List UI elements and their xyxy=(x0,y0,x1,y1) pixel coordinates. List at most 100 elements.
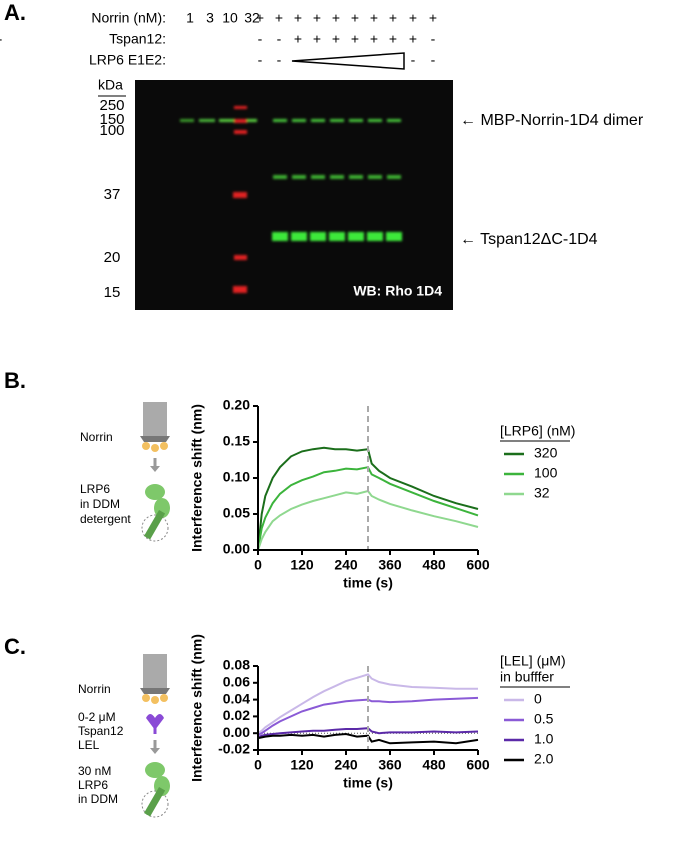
legend-label: 0 xyxy=(534,691,542,707)
row-cell: - xyxy=(0,31,3,47)
kda-label: 150 xyxy=(99,111,124,128)
row-cell: - xyxy=(431,52,436,68)
schematic-label: LRP6 xyxy=(78,778,108,792)
legend-title: in bufffer xyxy=(500,669,554,685)
legend-label: 1.0 xyxy=(534,731,554,747)
x-tick-label: 120 xyxy=(290,757,314,773)
legend-title: [LRP6] (nM) xyxy=(500,423,575,439)
blot-bands xyxy=(180,106,402,293)
row-cell: + xyxy=(351,31,359,47)
x-axis-label: time (s) xyxy=(343,775,393,791)
row-cell: - xyxy=(411,52,416,68)
schematic-label: in DDM xyxy=(78,792,118,806)
schematic-label: LEL xyxy=(78,738,100,752)
row-cell: - xyxy=(277,52,282,68)
y-tick-label: 0.02 xyxy=(223,707,250,723)
row-cell: + xyxy=(370,10,378,26)
kda-title: kDa xyxy=(98,77,123,93)
kda-label: 15 xyxy=(104,284,121,301)
schematic-label: detergent xyxy=(80,512,131,526)
x-tick-label: 120 xyxy=(290,557,314,573)
row-cell: + xyxy=(429,10,437,26)
row-cell: + xyxy=(275,10,283,26)
kda-label: 100 xyxy=(99,122,124,139)
data-line xyxy=(257,696,479,736)
x-tick-label: 0 xyxy=(254,557,262,573)
y-tick-label: -0.02 xyxy=(218,741,250,757)
y-tick-label: 0.08 xyxy=(223,657,250,673)
row-cell: + xyxy=(389,10,397,26)
gradient-triangle xyxy=(291,52,405,70)
row-cell: 1 xyxy=(186,10,194,26)
blot-label: WB: Rho 1D4 xyxy=(353,283,442,299)
legend-label: 320 xyxy=(534,445,558,461)
row-label: LRP6 E1E2: xyxy=(89,52,166,68)
data-line xyxy=(257,673,478,735)
y-axis-label: Interference shift (nm) xyxy=(189,634,205,782)
y-tick-label: 0.06 xyxy=(223,674,250,690)
data-line xyxy=(257,446,479,551)
y-axis-label: Interference shift (nm) xyxy=(189,404,205,552)
x-tick-label: 600 xyxy=(466,757,490,773)
row-cell: + xyxy=(313,10,321,26)
blot xyxy=(135,80,453,310)
schematic-c xyxy=(140,654,170,818)
y-tick-label: 0.00 xyxy=(223,724,250,740)
x-tick-label: 360 xyxy=(378,557,402,573)
legend-label: 100 xyxy=(534,465,558,481)
data-line xyxy=(257,727,479,739)
x-tick-label: 240 xyxy=(334,557,358,573)
row-cell: + xyxy=(332,31,340,47)
kda-label: 37 xyxy=(104,186,121,203)
y-tick-label: 0.10 xyxy=(223,469,250,485)
row-cell: + xyxy=(313,31,321,47)
band-label: ← MBP-Norrin-1D4 dimer xyxy=(460,112,644,129)
y-tick-label: 0.00 xyxy=(223,541,250,557)
row-cell: + xyxy=(294,31,302,47)
y-tick-label: 0.05 xyxy=(223,505,250,521)
x-tick-label: 480 xyxy=(422,557,446,573)
schematic-b xyxy=(140,402,170,542)
row-cell: + xyxy=(332,10,340,26)
band-label: ← Tspan12ΔC-1D4 xyxy=(460,231,598,248)
row-cell: - xyxy=(431,31,436,47)
y-tick-label: 0.20 xyxy=(223,397,250,413)
row-cell: 3 xyxy=(206,10,214,26)
schematic-label: Norrin xyxy=(80,430,113,444)
row-label: Norrin (nM): xyxy=(91,10,166,26)
panel-label: A. xyxy=(4,0,26,25)
schematic-label: Tspan12 xyxy=(78,724,124,738)
row-cell: - xyxy=(258,31,263,47)
row-cell: - xyxy=(277,31,282,47)
row-cell: + xyxy=(389,31,397,47)
legend-label: 2.0 xyxy=(534,751,554,767)
row-cell: - xyxy=(258,52,263,68)
legend-label: 32 xyxy=(534,485,550,501)
x-tick-label: 360 xyxy=(378,757,402,773)
x-tick-label: 0 xyxy=(254,757,262,773)
schematic-label: LRP6 xyxy=(80,482,110,496)
data-line xyxy=(257,732,479,745)
data-line xyxy=(257,489,479,551)
x-tick-label: 480 xyxy=(422,757,446,773)
x-axis-label: time (s) xyxy=(343,575,393,591)
row-cell: + xyxy=(256,10,264,26)
row-cell: 10 xyxy=(222,10,238,26)
data-line xyxy=(257,466,479,551)
row-cell: + xyxy=(370,31,378,47)
schematic-label: Norrin xyxy=(78,682,111,696)
legend-title: [LEL] (μM) xyxy=(500,653,566,669)
x-tick-label: 600 xyxy=(466,557,490,573)
legend-label: 0.5 xyxy=(534,711,554,727)
row-cell: 32 xyxy=(244,10,260,26)
row-label: Tspan12: xyxy=(109,31,166,47)
x-tick-label: 240 xyxy=(334,757,358,773)
schematic-label: 0-2 μM xyxy=(78,710,116,724)
row-cell: + xyxy=(351,10,359,26)
panel-label: C. xyxy=(4,634,26,659)
y-tick-label: 0.04 xyxy=(223,690,250,706)
y-tick-label: 0.15 xyxy=(223,433,250,449)
schematic-label: 30 nM xyxy=(78,764,111,778)
panel-label: B. xyxy=(4,368,26,393)
